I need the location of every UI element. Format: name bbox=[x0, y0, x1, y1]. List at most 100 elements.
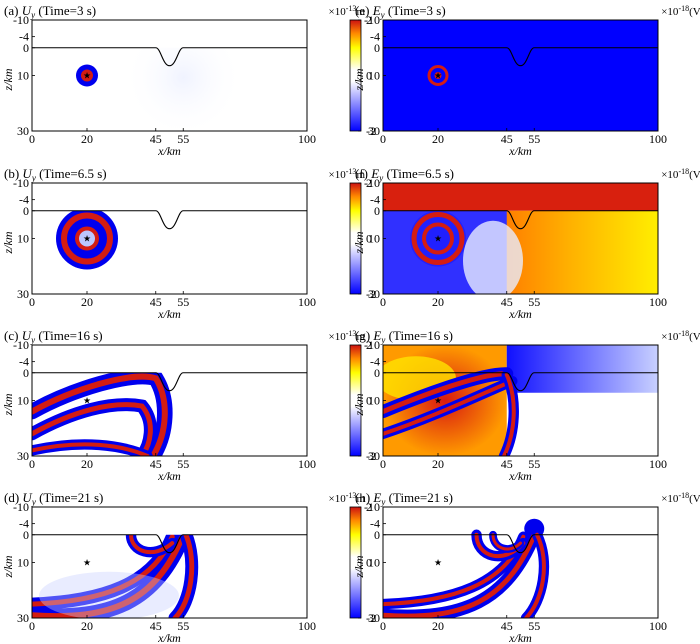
y-axis-label: z/km bbox=[352, 555, 366, 578]
panel-title: (c) Uy (Time=16 s) bbox=[4, 328, 103, 345]
y-tick-label: -4 bbox=[19, 517, 29, 531]
y-tick-label: 0 bbox=[23, 41, 29, 55]
y-axis-label: z/km bbox=[352, 393, 366, 416]
y-tick-label: 30 bbox=[17, 449, 29, 463]
y-tick-label: -4 bbox=[370, 517, 380, 531]
source-star-icon: ★ bbox=[83, 396, 91, 406]
y-tick-label: 10 bbox=[368, 69, 380, 83]
x-tick-label: 55 bbox=[177, 457, 189, 471]
x-tick-label: 20 bbox=[81, 457, 93, 471]
surface-topography bbox=[32, 534, 307, 554]
wavefield-heatmap bbox=[383, 507, 658, 618]
panel-title: (g) Ey (Time=16 s) bbox=[355, 328, 453, 345]
y-tick-label: -10 bbox=[13, 338, 29, 352]
colorbar-tick-label: 2 bbox=[366, 338, 372, 352]
panel-title: (a) Uy (Time=3 s) bbox=[4, 3, 96, 20]
colorbar-tick-label: -2 bbox=[366, 449, 376, 463]
x-tick-label: 45 bbox=[150, 295, 162, 309]
x-axis-label: x/km bbox=[508, 307, 532, 321]
colorbar-unit: ×10-13m bbox=[329, 167, 366, 181]
y-tick-label: 10 bbox=[17, 232, 29, 246]
x-tick-label: 100 bbox=[298, 457, 316, 471]
x-tick-label: 100 bbox=[649, 132, 667, 146]
x-tick-label: 55 bbox=[177, 619, 189, 633]
air-region bbox=[32, 345, 307, 373]
air-region bbox=[32, 183, 307, 211]
y-axis-label: z/km bbox=[1, 393, 15, 416]
source-star-icon: ★ bbox=[434, 558, 442, 568]
x-tick-label: 45 bbox=[501, 295, 513, 309]
surface-topography bbox=[32, 372, 307, 392]
y-tick-label: -4 bbox=[370, 30, 380, 44]
x-tick-label: 0 bbox=[29, 295, 35, 309]
x-tick-label: 45 bbox=[150, 619, 162, 633]
wavefield-heatmap bbox=[383, 183, 658, 294]
y-tick-label: 10 bbox=[368, 232, 380, 246]
colorbar-tick-label: 0 bbox=[366, 69, 372, 83]
source-star-icon: ★ bbox=[434, 396, 442, 406]
x-tick-label: 20 bbox=[432, 619, 444, 633]
y-tick-label: 30 bbox=[17, 611, 29, 625]
colorbar-unit: ×10-13m bbox=[329, 329, 366, 343]
y-axis-label: z/km bbox=[1, 555, 15, 578]
y-tick-label: -10 bbox=[13, 176, 29, 190]
y-tick-label: 0 bbox=[374, 41, 380, 55]
x-tick-label: 45 bbox=[150, 132, 162, 146]
source-star-icon: ★ bbox=[434, 234, 442, 244]
y-tick-label: 0 bbox=[23, 204, 29, 218]
wavefield-heatmap bbox=[383, 20, 658, 131]
x-axis-label: x/km bbox=[157, 144, 181, 158]
x-tick-label: 45 bbox=[150, 457, 162, 471]
y-tick-label: 30 bbox=[368, 287, 380, 301]
wavefield-heatmap bbox=[383, 345, 658, 456]
y-tick-label: 30 bbox=[368, 449, 380, 463]
wavefield-heatmap bbox=[32, 368, 173, 456]
colorbar-unit: ×10-18(V/m) bbox=[661, 167, 700, 181]
y-tick-label: -10 bbox=[364, 13, 380, 27]
x-axis-label: x/km bbox=[157, 469, 181, 483]
colorbar-tick-label: -2 bbox=[366, 124, 376, 138]
y-tick-label: 30 bbox=[368, 124, 380, 138]
x-tick-label: 100 bbox=[649, 295, 667, 309]
y-tick-label: 30 bbox=[368, 611, 380, 625]
panel-title: (e) Ey (Time=3 s) bbox=[355, 3, 446, 20]
x-tick-label: 55 bbox=[528, 132, 540, 146]
y-tick-label: 0 bbox=[374, 366, 380, 380]
x-tick-label: 20 bbox=[81, 619, 93, 633]
x-axis-label: x/km bbox=[508, 144, 532, 158]
colorbar-tick-label: 2 bbox=[366, 176, 372, 190]
wavefield-heatmap bbox=[56, 207, 118, 270]
y-tick-label: -4 bbox=[19, 355, 29, 369]
y-tick-label: 0 bbox=[374, 204, 380, 218]
y-tick-label: -4 bbox=[370, 193, 380, 207]
y-tick-label: 0 bbox=[23, 528, 29, 542]
x-tick-label: 100 bbox=[649, 457, 667, 471]
x-tick-label: 20 bbox=[432, 295, 444, 309]
x-axis-label: x/km bbox=[157, 631, 181, 644]
x-axis-label: x/km bbox=[157, 307, 181, 321]
colorbar-tick-label: 0 bbox=[366, 556, 372, 570]
y-tick-label: 10 bbox=[368, 556, 380, 570]
surface-topography bbox=[383, 372, 658, 392]
y-tick-label: 10 bbox=[368, 394, 380, 408]
air-region bbox=[32, 20, 307, 48]
y-tick-label: -10 bbox=[364, 176, 380, 190]
y-tick-label: 10 bbox=[17, 556, 29, 570]
source-star-icon: ★ bbox=[434, 71, 442, 81]
colorbar-unit: ×10-18(V/m) bbox=[661, 4, 700, 18]
x-tick-label: 0 bbox=[380, 457, 386, 471]
x-tick-label: 45 bbox=[501, 132, 513, 146]
x-tick-label: 0 bbox=[29, 132, 35, 146]
x-tick-label: 100 bbox=[649, 619, 667, 633]
x-tick-label: 20 bbox=[81, 132, 93, 146]
x-tick-label: 100 bbox=[298, 132, 316, 146]
